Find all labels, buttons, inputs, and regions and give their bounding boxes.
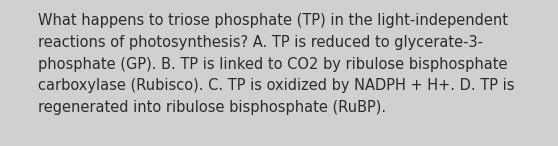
Text: phosphate (GP). B. TP is linked to CO2 by ribulose bisphosphate: phosphate (GP). B. TP is linked to CO2 b… [38,57,507,72]
Text: regenerated into ribulose bisphosphate (RuBP).: regenerated into ribulose bisphosphate (… [38,100,386,115]
Text: What happens to triose phosphate (TP) in the light-independent: What happens to triose phosphate (TP) in… [38,13,508,28]
Text: carboxylase (Rubisco). C. TP is oxidized by NADPH + H+. D. TP is: carboxylase (Rubisco). C. TP is oxidized… [38,78,514,93]
Text: reactions of photosynthesis? A. TP is reduced to glycerate-3-: reactions of photosynthesis? A. TP is re… [38,35,483,50]
